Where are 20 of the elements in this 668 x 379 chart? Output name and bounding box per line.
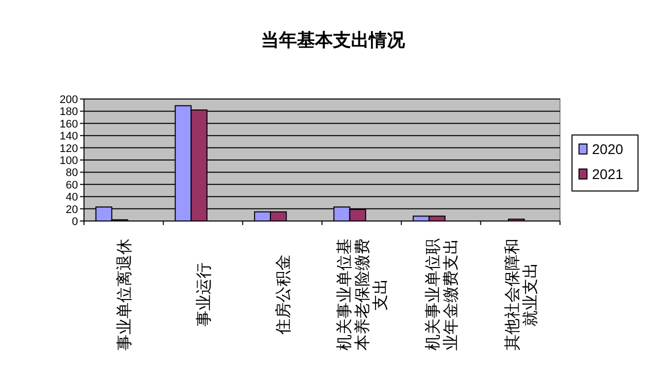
y-tick-label: 100 xyxy=(60,155,78,167)
y-tick-label: 40 xyxy=(66,192,78,204)
legend-label: 2020 xyxy=(592,141,624,157)
y-tick-label: 120 xyxy=(60,142,78,155)
y-tick-label: 160 xyxy=(60,118,78,130)
y-tick-label: 140 xyxy=(60,130,78,143)
y-tick-label: 180 xyxy=(60,106,78,118)
x-tick-label: 机关事业单位基本养老保险缴费支出 xyxy=(336,238,390,350)
y-tick-label: 80 xyxy=(66,167,78,180)
y-tick-label: 200 xyxy=(60,94,78,106)
legend-label: 2021 xyxy=(592,166,624,182)
y-tick-label: 20 xyxy=(66,204,78,216)
x-tick-label: 事业单位离退休 xyxy=(116,238,134,350)
y-tick-label: 0 xyxy=(72,216,78,228)
x-tick-label: 机关事业单位职业年金缴费支出 xyxy=(424,238,460,350)
x-tick-label: 事业运行 xyxy=(195,262,213,326)
y-tick-label: 60 xyxy=(66,179,78,192)
x-tick-label: 其他社会保障和就业支出 xyxy=(503,238,540,350)
title: 当年基本支出情况 xyxy=(261,30,405,50)
x-tick-label: 住房公积金 xyxy=(274,254,292,336)
